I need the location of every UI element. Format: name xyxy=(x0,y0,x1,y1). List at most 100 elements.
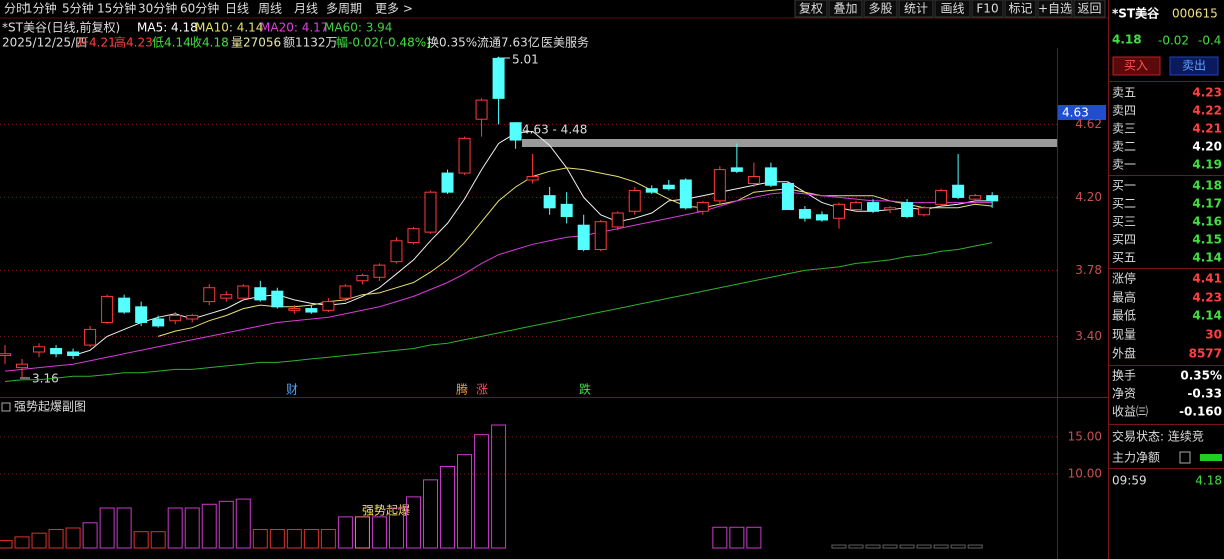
toolbar-button-label[interactable]: 叠加 xyxy=(833,2,857,16)
buy-button[interactable] xyxy=(1112,56,1161,76)
high-annotation: 5.01 xyxy=(512,53,539,67)
candle-body xyxy=(390,240,403,263)
toolbar-button-label[interactable]: 标记 xyxy=(1008,2,1032,16)
event-marker: 涨 xyxy=(476,382,488,397)
tab[interactable]: 更多 > xyxy=(375,2,413,16)
candle-body xyxy=(118,297,131,313)
row-value: 8577 xyxy=(1189,347,1222,361)
event-marker: 财 xyxy=(286,383,298,397)
candle-body xyxy=(220,294,233,299)
signal-bar xyxy=(184,507,200,549)
candle-body xyxy=(424,191,437,233)
day-stat: 开4.21 xyxy=(77,36,116,50)
day-stat: 低4.14 xyxy=(152,36,191,50)
signal-bar xyxy=(0,540,13,549)
tick-price: 4.18 xyxy=(1195,474,1222,488)
tab[interactable]: 15分钟 xyxy=(97,1,136,16)
toolbar-button[interactable] xyxy=(1073,0,1106,18)
tab[interactable]: 分时 xyxy=(4,2,28,16)
signal-bar xyxy=(388,507,404,549)
signal-bar xyxy=(167,507,183,549)
candle-body xyxy=(169,315,182,322)
signal-bar xyxy=(746,526,762,549)
signal-bar xyxy=(848,544,864,549)
signal-bar xyxy=(218,500,234,549)
row-value: 4.14 xyxy=(1192,251,1222,265)
candle-body xyxy=(679,179,692,209)
row-label: 买五 xyxy=(1112,251,1136,265)
candle-body xyxy=(135,306,148,323)
candle-body xyxy=(611,212,624,228)
y-tick-label: 3.78 xyxy=(1075,263,1102,277)
candle-body xyxy=(730,167,743,172)
row-value: 30 xyxy=(1205,328,1222,342)
toolbar-button[interactable] xyxy=(971,0,1004,18)
tab[interactable]: 60分钟 xyxy=(180,1,219,16)
toolbar-button-label[interactable]: 画线 xyxy=(940,2,964,16)
candle-body xyxy=(850,202,862,211)
tab[interactable]: 月线 xyxy=(294,2,318,16)
row-value: 4.20 xyxy=(1192,140,1222,154)
tab[interactable]: 日线 xyxy=(225,2,249,16)
toolbar-button-label[interactable]: 返回 xyxy=(1077,2,1101,16)
candle-body xyxy=(271,290,284,308)
tab[interactable]: 30分钟 xyxy=(138,1,177,16)
signal-bar xyxy=(405,496,421,549)
row-label: 现量 xyxy=(1112,328,1136,342)
toolbar-button[interactable] xyxy=(828,0,863,18)
toolbar-button[interactable] xyxy=(1004,0,1037,18)
y-tick-label: 15.00 xyxy=(1068,429,1102,443)
candle-body xyxy=(0,353,11,356)
sell-button[interactable] xyxy=(1169,56,1219,76)
ma-label: MA10: 4.14 xyxy=(195,21,263,35)
candle-body xyxy=(747,176,760,184)
signal-bar xyxy=(303,528,319,549)
candle-body xyxy=(492,57,505,99)
tick-time: 09:59 xyxy=(1112,474,1147,488)
candle-body xyxy=(781,182,794,211)
row-label: 净资 xyxy=(1112,387,1136,401)
buy-button-label[interactable]: 买入 xyxy=(1124,59,1148,73)
candle-body xyxy=(50,348,63,355)
toolbar-button[interactable] xyxy=(794,0,828,18)
y-tick-label: 4.20 xyxy=(1075,190,1102,204)
toolbar-button-label[interactable]: 统计 xyxy=(904,2,928,16)
candle-body xyxy=(288,308,301,311)
low-annotation: 3.16 xyxy=(32,372,59,386)
candle-body xyxy=(373,264,386,278)
signal-bar xyxy=(474,434,490,549)
gap-band xyxy=(522,139,1057,147)
tab[interactable]: 周线 xyxy=(258,2,282,16)
tab[interactable]: 多周期 xyxy=(326,2,362,16)
candle-body xyxy=(594,221,607,251)
trade-status: 交易状态: 连续竞 xyxy=(1112,429,1204,444)
row-label: 最低 xyxy=(1112,309,1136,323)
candle-body xyxy=(969,195,982,200)
candle-body xyxy=(237,285,250,299)
row-value: 4.23 xyxy=(1192,86,1222,100)
signal-bar xyxy=(201,503,217,549)
day-stat: 高4.23 xyxy=(114,35,153,50)
signal-bar xyxy=(933,544,949,549)
toolbar-button-label[interactable]: 多股 xyxy=(868,2,892,16)
gap-annotation: 4.63 - 4.48 xyxy=(522,123,587,137)
candle-body xyxy=(918,207,931,216)
toolbar-button[interactable] xyxy=(898,0,934,18)
toolbar-button[interactable] xyxy=(1037,0,1073,18)
signal-bar xyxy=(899,544,915,549)
toolbar-button[interactable] xyxy=(863,0,898,18)
tab[interactable]: 1分钟 xyxy=(25,1,57,16)
toolbar-button[interactable] xyxy=(934,0,971,18)
row-value: 4.21 xyxy=(1192,122,1222,136)
row-label: 换手 xyxy=(1112,369,1136,383)
signal-bar xyxy=(65,527,81,549)
toolbar-button-label[interactable]: 复权 xyxy=(799,2,823,16)
toolbar-button-label[interactable]: F10 xyxy=(976,2,998,16)
toolbar-button-label[interactable]: +自选 xyxy=(1038,2,1072,16)
tab[interactable]: 5分钟 xyxy=(62,1,94,16)
row-label: 买一 xyxy=(1112,179,1136,193)
sell-button-label[interactable]: 卖出 xyxy=(1182,59,1206,73)
row-label: 买二 xyxy=(1112,197,1136,211)
